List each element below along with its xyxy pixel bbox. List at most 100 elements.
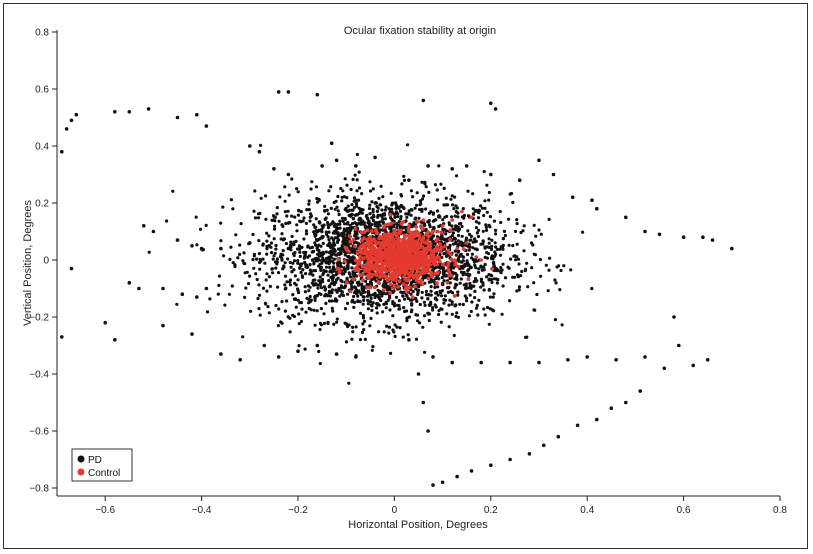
pd-cloud-point	[454, 204, 458, 208]
control-cloud-point	[353, 226, 358, 231]
pd-cloud-point	[453, 195, 457, 199]
pd-cloud-point	[404, 309, 409, 313]
pd-cloud-point	[234, 233, 238, 237]
control-cloud-point	[406, 249, 411, 254]
pd-cloud-point	[307, 254, 312, 258]
pd-cloud-point	[329, 253, 333, 257]
pd-cloud-point	[375, 209, 379, 213]
pd-cloud-point	[246, 282, 251, 286]
pd-cloud-point	[331, 250, 335, 254]
pd-cloud-point	[443, 298, 448, 302]
pd-cloud-point	[332, 283, 336, 287]
pd-cloud-point	[482, 213, 486, 218]
control-cloud-point	[348, 289, 353, 294]
pd-cloud-point	[302, 216, 306, 220]
y-tick-label: −0.8	[29, 484, 49, 495]
pd-cloud-point	[335, 222, 340, 227]
pd-cloud-point	[441, 218, 445, 222]
pd-point	[479, 360, 484, 365]
pd-cloud-point	[327, 244, 331, 248]
pd-cloud-point	[330, 259, 334, 263]
pd-cloud-point	[238, 243, 242, 247]
pd-cloud-point	[257, 293, 262, 297]
pd-cloud-point	[319, 266, 323, 270]
pd-cloud-point	[371, 301, 375, 305]
pd-cloud-point	[314, 217, 318, 221]
pd-cloud-point	[487, 190, 491, 195]
control-cloud-point	[402, 275, 406, 279]
pd-cloud-point	[346, 264, 350, 268]
pd-cloud-point	[286, 209, 290, 213]
pd-point	[267, 244, 271, 248]
control-point	[469, 215, 474, 220]
control-cloud-point	[414, 278, 419, 283]
pd-cloud-point	[292, 297, 297, 301]
pd-cloud-point	[222, 254, 226, 258]
pd-cloud-point	[498, 247, 502, 251]
pd-cloud-point	[456, 257, 461, 261]
pd-cloud-point	[332, 238, 336, 242]
pd-cloud-point	[362, 286, 366, 290]
pd-cloud-point	[316, 248, 320, 252]
legend-box	[71, 448, 133, 482]
pd-cloud-point	[494, 245, 498, 249]
pd-cloud-point	[327, 259, 331, 263]
pd-cloud-point	[417, 285, 421, 289]
control-cloud-point	[421, 264, 426, 269]
pd-point	[262, 343, 267, 348]
pd-point	[74, 112, 79, 117]
pd-cloud-point	[336, 227, 340, 231]
pd-cloud-point	[406, 143, 410, 147]
pd-point	[354, 164, 358, 168]
pd-cloud-point	[371, 345, 375, 349]
pd-cloud-point	[309, 298, 313, 302]
pd-cloud-point	[432, 226, 436, 230]
pd-cloud-point	[322, 321, 327, 325]
pd-cloud-point	[336, 238, 341, 242]
x-tick-label: 0.6	[677, 505, 691, 516]
pd-cloud-point	[296, 247, 300, 251]
pd-cloud-point	[364, 233, 368, 237]
pd-cloud-point	[264, 217, 268, 221]
pd-cloud-point	[323, 209, 327, 213]
pd-point	[556, 434, 561, 439]
control-cloud-point	[358, 254, 362, 259]
pd-cloud-point	[258, 267, 262, 271]
pd-cloud-point	[393, 334, 397, 338]
pd-cloud-point	[392, 304, 397, 308]
pd-point	[137, 286, 141, 291]
pd-point	[204, 286, 209, 291]
pd-cloud-point	[354, 325, 358, 329]
pd-cloud-point	[285, 214, 289, 218]
pd-cloud-point	[312, 262, 316, 266]
pd-cloud-point	[500, 312, 504, 316]
pd-cloud-point	[175, 302, 179, 306]
pd-point	[248, 144, 252, 148]
control-cloud-point	[447, 270, 451, 274]
pd-cloud-point	[337, 288, 341, 292]
control-cloud-point	[376, 251, 381, 256]
pd-cloud-point	[289, 265, 293, 269]
pd-cloud-point	[442, 186, 446, 190]
control-cloud-point	[413, 231, 417, 236]
pd-cloud-point	[268, 284, 272, 288]
pd-cloud-point	[361, 316, 366, 320]
pd-cloud-point	[424, 289, 428, 294]
pd-point	[431, 483, 435, 487]
pd-point	[662, 366, 667, 371]
pd-cloud-point	[362, 298, 366, 302]
pd-cloud-point	[294, 305, 298, 309]
control-cloud-point	[413, 257, 417, 261]
pd-cloud-point	[465, 252, 470, 257]
pd-cloud-point	[381, 220, 385, 224]
pd-cloud-point	[372, 215, 376, 219]
control-cloud-point	[452, 294, 457, 298]
pd-cloud-point	[296, 298, 300, 302]
pd-cloud-point	[307, 202, 311, 206]
pd-cloud-point	[291, 293, 295, 297]
pd-cloud-point	[257, 216, 261, 220]
pd-cloud-point	[345, 301, 350, 305]
pd-cloud-point	[306, 244, 310, 248]
control-cloud-point	[345, 280, 349, 285]
pd-cloud-point	[343, 177, 347, 181]
